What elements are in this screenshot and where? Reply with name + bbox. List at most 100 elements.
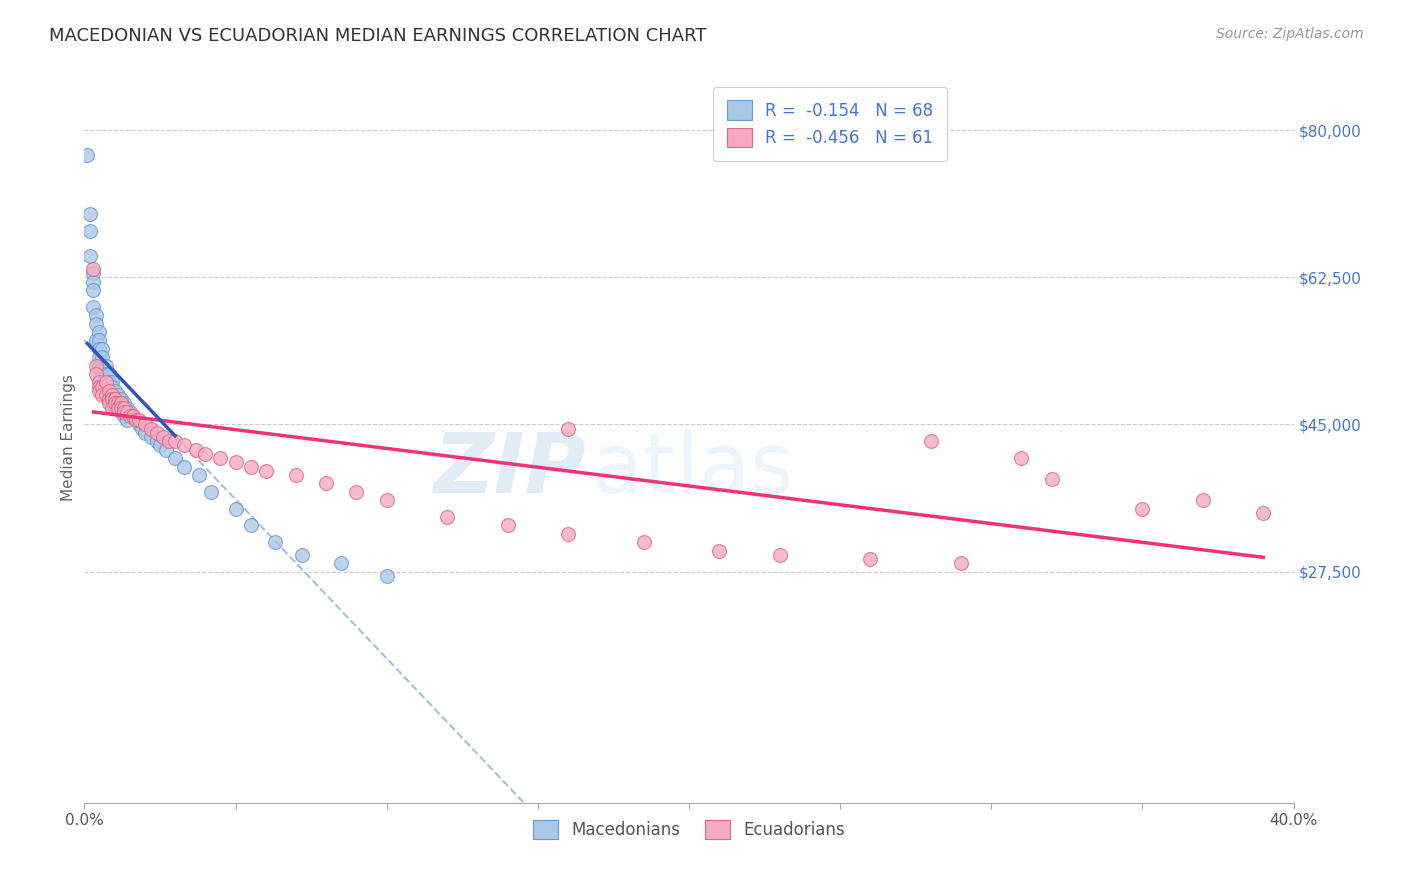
Point bbox=[115, 405, 138, 419]
Point bbox=[1040, 472, 1063, 486]
Point bbox=[107, 388, 129, 402]
Point bbox=[110, 401, 132, 415]
Point bbox=[375, 493, 398, 508]
Point bbox=[496, 518, 519, 533]
Point bbox=[97, 396, 120, 410]
Legend: Macedonians, Ecuadorians: Macedonians, Ecuadorians bbox=[526, 814, 852, 846]
Point bbox=[200, 484, 222, 499]
Point bbox=[557, 422, 579, 436]
Point bbox=[100, 401, 122, 415]
Point bbox=[375, 569, 398, 583]
Point bbox=[115, 401, 138, 415]
Point bbox=[89, 334, 111, 348]
Point bbox=[79, 224, 101, 238]
Point bbox=[100, 379, 122, 393]
Point bbox=[86, 334, 108, 348]
Point bbox=[89, 359, 111, 373]
Point bbox=[94, 384, 117, 398]
Point bbox=[94, 376, 117, 390]
Point bbox=[100, 396, 122, 410]
Point bbox=[1192, 493, 1215, 508]
Text: atlas: atlas bbox=[592, 429, 794, 510]
Point bbox=[97, 392, 120, 407]
Point bbox=[104, 392, 127, 407]
Point bbox=[1011, 451, 1033, 466]
Point bbox=[89, 350, 111, 364]
Point bbox=[104, 392, 127, 407]
Point bbox=[100, 388, 122, 402]
Point bbox=[315, 476, 337, 491]
Point bbox=[89, 342, 111, 356]
Point bbox=[82, 261, 104, 276]
Point bbox=[146, 434, 169, 449]
Point bbox=[557, 526, 579, 541]
Point bbox=[436, 510, 458, 524]
Point bbox=[97, 388, 120, 402]
Point bbox=[186, 442, 208, 457]
Point bbox=[89, 384, 111, 398]
Point bbox=[104, 401, 127, 415]
Point bbox=[104, 396, 127, 410]
Point bbox=[950, 556, 973, 570]
Point bbox=[107, 396, 129, 410]
Point bbox=[82, 300, 104, 314]
Point bbox=[291, 548, 314, 562]
Point bbox=[91, 342, 114, 356]
Point bbox=[112, 405, 135, 419]
Point bbox=[91, 379, 114, 393]
Point bbox=[1130, 501, 1153, 516]
Point bbox=[225, 455, 247, 469]
Point bbox=[112, 396, 135, 410]
Point bbox=[104, 384, 127, 398]
Point bbox=[94, 388, 117, 402]
Point bbox=[125, 413, 148, 427]
Point bbox=[97, 367, 120, 381]
Point bbox=[91, 388, 114, 402]
Point bbox=[633, 535, 655, 549]
Point bbox=[157, 434, 180, 449]
Point bbox=[121, 409, 143, 423]
Point bbox=[134, 425, 156, 440]
Point bbox=[89, 325, 111, 339]
Point bbox=[173, 459, 195, 474]
Point bbox=[107, 401, 129, 415]
Point bbox=[128, 417, 150, 432]
Point bbox=[346, 484, 368, 499]
Point bbox=[94, 359, 117, 373]
Point bbox=[82, 266, 104, 280]
Point bbox=[97, 384, 120, 398]
Point bbox=[94, 367, 117, 381]
Point bbox=[173, 438, 195, 452]
Point bbox=[131, 422, 153, 436]
Point bbox=[149, 438, 172, 452]
Text: MACEDONIAN VS ECUADORIAN MEDIAN EARNINGS CORRELATION CHART: MACEDONIAN VS ECUADORIAN MEDIAN EARNINGS… bbox=[49, 27, 707, 45]
Point bbox=[239, 518, 262, 533]
Point bbox=[110, 392, 132, 407]
Point bbox=[146, 425, 169, 440]
Point bbox=[121, 409, 143, 423]
Point bbox=[94, 376, 117, 390]
Point bbox=[91, 376, 114, 390]
Point bbox=[100, 388, 122, 402]
Point bbox=[76, 148, 98, 162]
Point bbox=[86, 359, 108, 373]
Point bbox=[125, 413, 148, 427]
Point bbox=[128, 413, 150, 427]
Point bbox=[165, 434, 187, 449]
Point bbox=[165, 451, 187, 466]
Point bbox=[139, 422, 162, 436]
Text: ZIP: ZIP bbox=[433, 429, 586, 510]
Point bbox=[79, 249, 101, 263]
Point bbox=[91, 367, 114, 381]
Point bbox=[107, 401, 129, 415]
Point bbox=[769, 548, 792, 562]
Point bbox=[89, 376, 111, 390]
Point bbox=[91, 350, 114, 364]
Point bbox=[330, 556, 353, 570]
Point bbox=[118, 409, 141, 423]
Point bbox=[94, 388, 117, 402]
Y-axis label: Median Earnings: Median Earnings bbox=[60, 374, 76, 500]
Point bbox=[82, 283, 104, 297]
Point bbox=[97, 376, 120, 390]
Point bbox=[209, 451, 232, 466]
